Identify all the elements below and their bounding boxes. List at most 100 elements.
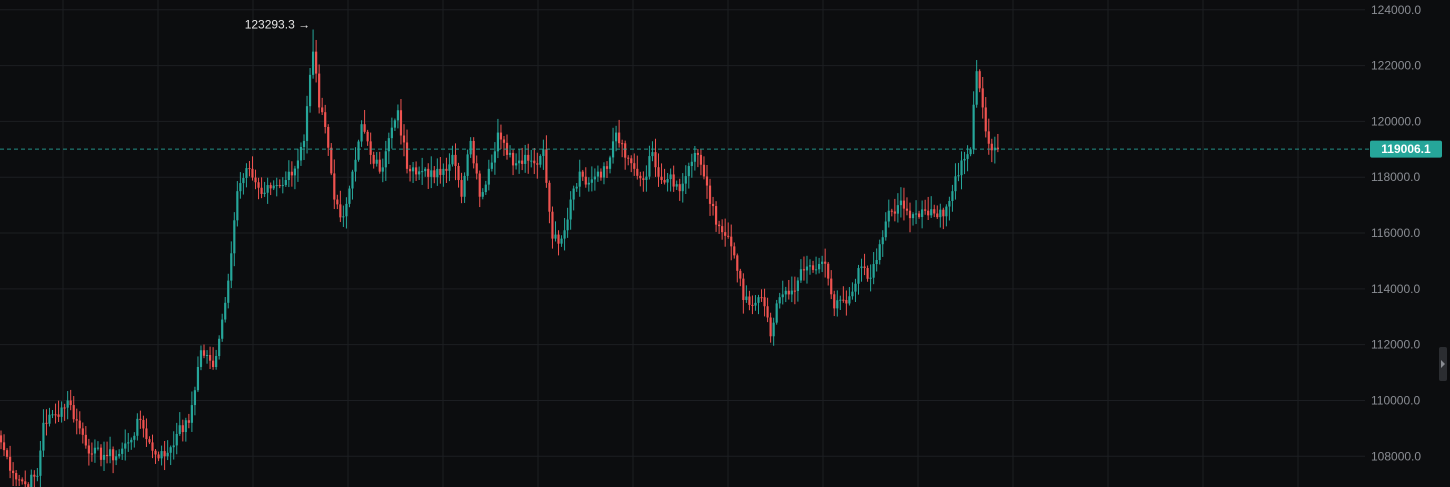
candle bbox=[93, 439, 97, 463]
candle bbox=[193, 386, 197, 416]
candle bbox=[345, 197, 348, 229]
candle bbox=[936, 205, 939, 219]
candle bbox=[327, 124, 330, 156]
candle bbox=[733, 242, 736, 259]
candle-body bbox=[569, 199, 572, 220]
candle-body bbox=[621, 143, 624, 145]
candle bbox=[508, 145, 512, 158]
candle bbox=[984, 97, 987, 138]
candle bbox=[842, 286, 845, 303]
candle bbox=[175, 422, 178, 455]
candle bbox=[642, 171, 645, 192]
candle-body bbox=[857, 268, 860, 284]
candle-body bbox=[315, 51, 318, 74]
candle-body bbox=[127, 442, 130, 444]
candle-body bbox=[511, 152, 515, 166]
candle-body bbox=[387, 138, 390, 152]
candle bbox=[727, 222, 730, 239]
y-tick-label: 116000.0 bbox=[1371, 226, 1420, 240]
candle-body bbox=[845, 300, 848, 304]
candle bbox=[957, 162, 960, 182]
candle-body bbox=[702, 164, 706, 177]
candle-body bbox=[442, 168, 445, 175]
candle bbox=[466, 149, 469, 181]
candle-body bbox=[60, 407, 63, 417]
candle-body bbox=[769, 317, 772, 337]
candle bbox=[390, 117, 393, 149]
candle bbox=[284, 171, 287, 187]
candle-body bbox=[708, 185, 712, 204]
candle bbox=[545, 135, 548, 188]
candle-body bbox=[581, 171, 584, 177]
candle-body bbox=[133, 435, 136, 440]
candle bbox=[587, 177, 590, 192]
price-axis[interactable]: 108000.0 110000.0 112000.0 114000.0 116000.0… bbox=[1371, 3, 1421, 464]
candle bbox=[260, 177, 263, 199]
candle bbox=[369, 132, 372, 165]
candle-body bbox=[793, 290, 796, 292]
candle bbox=[60, 401, 63, 423]
candle-body bbox=[296, 160, 300, 169]
candle bbox=[933, 204, 936, 218]
candle bbox=[875, 248, 878, 272]
candle-body bbox=[902, 200, 906, 209]
candle bbox=[118, 449, 121, 459]
candle-body bbox=[151, 442, 154, 451]
candle bbox=[21, 477, 24, 485]
candle bbox=[596, 165, 600, 182]
candle bbox=[924, 199, 927, 215]
candle bbox=[724, 218, 727, 247]
candle bbox=[566, 207, 569, 238]
candle-body bbox=[814, 269, 818, 271]
candle-body bbox=[724, 232, 727, 236]
candle-body bbox=[811, 265, 815, 270]
candle bbox=[224, 297, 227, 323]
candle-body bbox=[942, 209, 945, 217]
candle-body bbox=[836, 300, 839, 309]
candle bbox=[736, 253, 739, 283]
candle bbox=[902, 187, 906, 221]
candle-body bbox=[411, 167, 415, 172]
candle bbox=[821, 255, 824, 273]
candle-body bbox=[484, 184, 487, 193]
candle bbox=[290, 161, 293, 187]
candle bbox=[181, 419, 184, 442]
candle bbox=[484, 180, 487, 195]
candle-body bbox=[0, 435, 3, 443]
candle-body bbox=[181, 425, 184, 433]
candle bbox=[502, 135, 506, 156]
candle bbox=[705, 164, 709, 199]
candle bbox=[278, 179, 281, 189]
candle-body bbox=[721, 226, 724, 233]
candle-body bbox=[557, 234, 560, 244]
candle-body bbox=[142, 420, 145, 429]
candle bbox=[227, 273, 230, 309]
candle bbox=[381, 158, 384, 183]
candle-body bbox=[342, 216, 345, 218]
candle-body bbox=[345, 203, 348, 217]
candle-body bbox=[736, 255, 739, 271]
candle-body bbox=[614, 132, 618, 142]
candle-body bbox=[269, 185, 272, 189]
candle bbox=[669, 168, 672, 192]
candle bbox=[960, 151, 963, 190]
candle bbox=[199, 345, 203, 371]
candle bbox=[333, 159, 336, 210]
candle bbox=[133, 432, 136, 448]
candle-body bbox=[472, 140, 475, 164]
candle-body bbox=[675, 184, 678, 187]
candle bbox=[424, 167, 427, 177]
candle bbox=[12, 462, 15, 487]
candle-body bbox=[796, 280, 799, 292]
candle-body bbox=[424, 168, 427, 172]
candle bbox=[854, 278, 857, 302]
candle bbox=[445, 157, 448, 183]
price-axis-scroll-handle[interactable] bbox=[1439, 347, 1447, 381]
candle-body bbox=[818, 263, 821, 270]
candle-body bbox=[327, 126, 330, 148]
candle-body bbox=[263, 192, 266, 194]
candle bbox=[624, 140, 627, 170]
candle-body bbox=[936, 213, 939, 218]
candle bbox=[33, 470, 36, 487]
candle-body bbox=[399, 110, 403, 136]
